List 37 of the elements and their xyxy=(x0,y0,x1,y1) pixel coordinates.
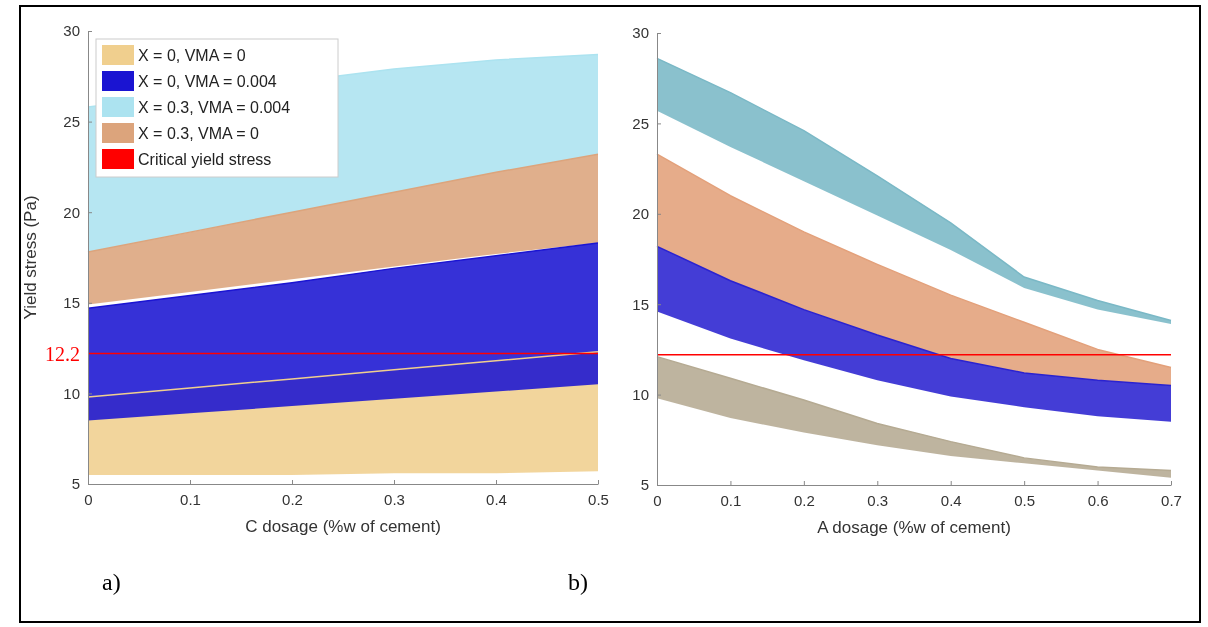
x-tick-label: 0.2 xyxy=(793,491,815,509)
x-tick-label: 0.3 xyxy=(384,490,405,508)
y-tick-label: 25 xyxy=(63,112,80,130)
y-tick-label: 15 xyxy=(63,294,80,312)
text: b) xyxy=(568,569,588,595)
y-tick-label: 25 xyxy=(632,114,649,132)
y-tick-label: 15 xyxy=(632,295,649,313)
y-tick-label: 5 xyxy=(640,476,649,494)
x-tick-label: 0 xyxy=(84,490,93,508)
annotation: 12.2 xyxy=(45,342,80,365)
legend-label: X = 0, VMA = 0.004 xyxy=(138,73,277,90)
x-tick-label: 0.7 xyxy=(1161,491,1182,509)
x-axis-title: C dosage (%w of cement) xyxy=(245,517,441,536)
x-tick-label: 0.5 xyxy=(588,490,609,508)
x-tick-label: 0 xyxy=(653,491,662,509)
x-tick-label: 0.1 xyxy=(720,491,742,509)
y-tick-label: 30 xyxy=(63,22,80,40)
y-tick-label: 5 xyxy=(71,475,80,493)
y-tick-label: 30 xyxy=(632,24,649,42)
x-tick-label: 0.1 xyxy=(180,490,201,508)
legend-label: Critical yield stress xyxy=(138,151,272,168)
x-tick-label: 0.5 xyxy=(1014,491,1036,509)
text: a) xyxy=(102,569,121,595)
y-axis-title: Yield stress (Pa) xyxy=(21,195,40,320)
x-tick-label: 0.3 xyxy=(867,491,889,509)
y-tick-label: 20 xyxy=(63,203,80,221)
x-axis-title: A dosage (%w of cement) xyxy=(817,518,1011,537)
legend-label: X = 0, VMA = 0 xyxy=(138,47,246,64)
x-tick-label: 0.6 xyxy=(1087,491,1109,509)
y-tick-label: 20 xyxy=(632,205,649,223)
legend-label: X = 0.3, VMA = 0 xyxy=(138,125,260,142)
legend-label: X = 0.3, VMA = 0.004 xyxy=(138,99,291,116)
y-tick-label: 10 xyxy=(632,385,649,403)
x-tick-label: 0.4 xyxy=(940,491,962,509)
x-tick-label: 0.2 xyxy=(282,490,303,508)
y-tick-label: 10 xyxy=(63,384,80,402)
x-tick-label: 0.4 xyxy=(486,490,507,508)
